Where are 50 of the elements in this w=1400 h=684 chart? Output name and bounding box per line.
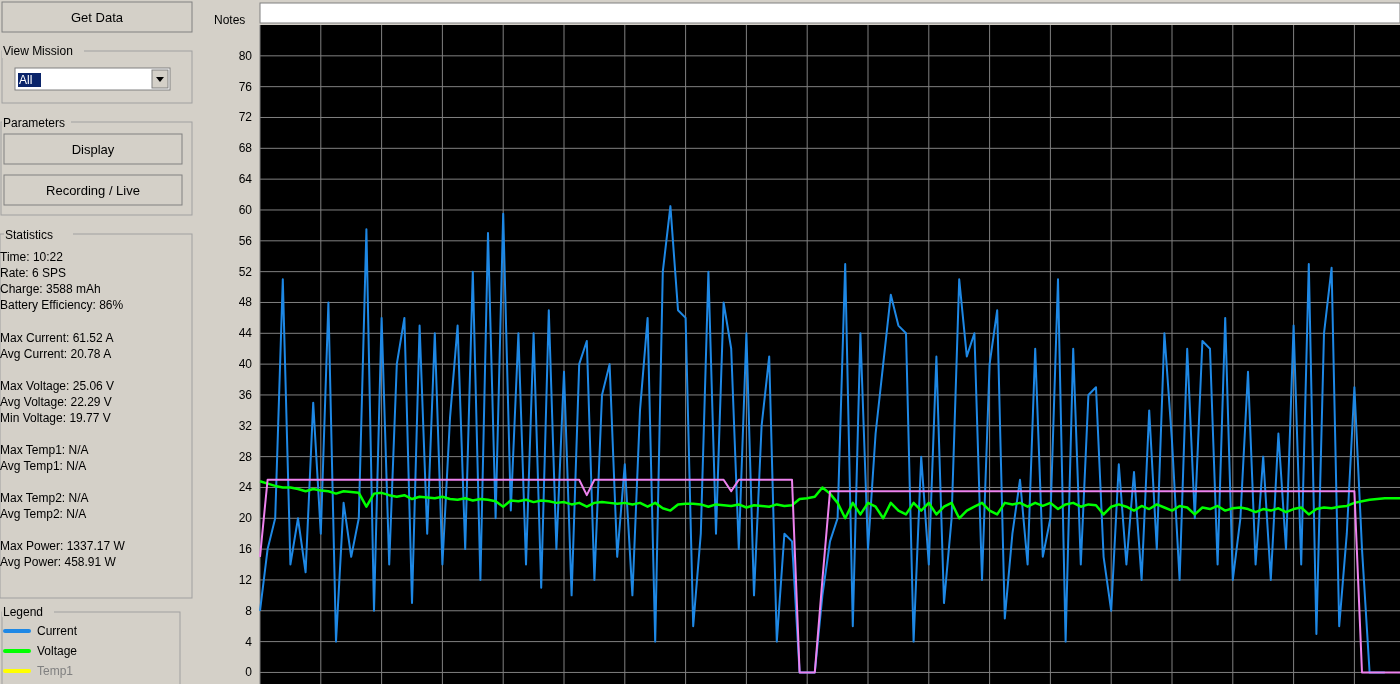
text: Avg Voltage: 22.29 V — [0, 395, 112, 409]
y-tick-label: 0 — [245, 665, 253, 680]
y-tick-label: 52 — [238, 264, 253, 279]
y-tick-label: 64 — [238, 172, 253, 187]
text: Max Power: 1337.17 W — [0, 539, 126, 553]
text: Max Temp2: N/A — [0, 491, 89, 505]
y-tick-label: 56 — [238, 233, 253, 248]
line-series — [259, 478, 1400, 674]
y-tick-label: 32 — [238, 418, 253, 433]
y-tick-label: 72 — [238, 110, 253, 125]
y-tick-label: 12 — [238, 572, 253, 587]
y-tick-label: 40 — [238, 357, 253, 372]
y-tick-label: 68 — [238, 141, 253, 156]
text: Rate: 6 SPS — [0, 266, 67, 280]
legend-label: Current — [37, 624, 78, 638]
text: Parameters — [3, 116, 66, 130]
text: Display — [71, 142, 115, 157]
y-tick-label: 44 — [238, 326, 253, 341]
text: Recording / Live — [46, 183, 140, 198]
y-tick-label: 36 — [238, 387, 253, 402]
text: Avg Temp2: N/A — [0, 507, 87, 521]
text: Statistics — [5, 228, 54, 242]
y-tick-label: 8 — [245, 603, 253, 618]
text: Min Voltage: 19.77 V — [0, 411, 111, 425]
legend-label: Voltage — [37, 644, 78, 658]
legend-label: Temp1 — [37, 664, 74, 678]
text: Charge: 3588 mAh — [0, 282, 101, 296]
text: Battery Efficiency: 86% — [0, 298, 124, 312]
y-tick-label: 76 — [238, 79, 253, 94]
y-tick-label: 48 — [238, 295, 253, 310]
text: View Mission — [3, 44, 73, 58]
line-series — [258, 480, 1400, 520]
text: Notes — [214, 13, 246, 27]
text: All — [19, 73, 33, 87]
text: Avg Temp1: N/A — [0, 459, 87, 473]
legend-title: Legend — [3, 605, 44, 619]
y-tick-label: 4 — [245, 634, 253, 649]
text: Avg Power: 458.91 W — [0, 555, 117, 569]
text: Max Voltage: 25.06 V — [0, 379, 115, 393]
y-tick-label: 60 — [238, 202, 253, 217]
y-tick-label: 28 — [238, 449, 253, 464]
y-tick-label: 24 — [238, 480, 253, 495]
y-tick-label: 80 — [238, 48, 253, 63]
text: Max Current: 61.52 A — [0, 331, 114, 345]
text: Time: 10:22 — [0, 250, 64, 264]
y-tick-label: 16 — [238, 542, 253, 557]
y-tick-label: 20 — [238, 511, 253, 526]
text: Get Data — [70, 10, 124, 25]
text: Avg Current: 20.78 A — [0, 347, 112, 361]
text: Max Temp1: N/A — [0, 443, 89, 457]
